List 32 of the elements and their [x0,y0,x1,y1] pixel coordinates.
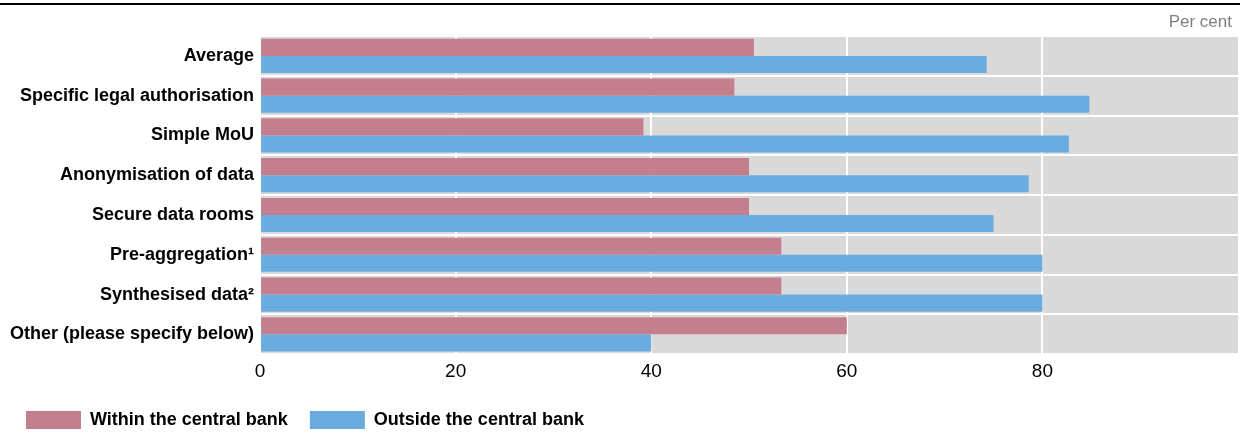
y-tick-label: Simple MoU [151,124,255,145]
bar [261,175,1029,193]
bar [261,78,735,96]
bar [261,254,1043,272]
y-tick-label: Specific legal authorisation [20,84,255,105]
y-tick-label: Secure data rooms [92,203,255,224]
x-tick-label: 20 [445,359,467,381]
y-tick-label: Average [183,44,255,65]
bar [261,197,750,215]
bar [261,334,652,352]
bar [261,118,644,136]
bar [261,95,1090,113]
legend-label: Outside the central bank [373,408,585,429]
legend-label: Within the central bank [90,408,289,429]
x-tick-label: 60 [836,359,858,381]
bar [261,317,847,335]
x-tick-label: 40 [640,359,662,381]
bar [261,55,987,73]
bar [261,294,1043,312]
text: Per cent [1168,12,1232,32]
bar [261,237,782,255]
y-tick-label: Pre-aggregation¹ [110,243,255,264]
x-tick-label: 80 [1031,359,1053,381]
bar [261,277,782,295]
y-tick-label: Synthesised data² [100,283,255,304]
y-tick-label: Anonymisation of data [60,164,256,185]
bar [261,38,754,56]
bar [261,214,994,233]
x-tick-label: 0 [254,359,266,381]
bar [261,135,1069,153]
y-tick-label: Other (please specify below) [9,323,255,344]
bar [261,158,750,176]
